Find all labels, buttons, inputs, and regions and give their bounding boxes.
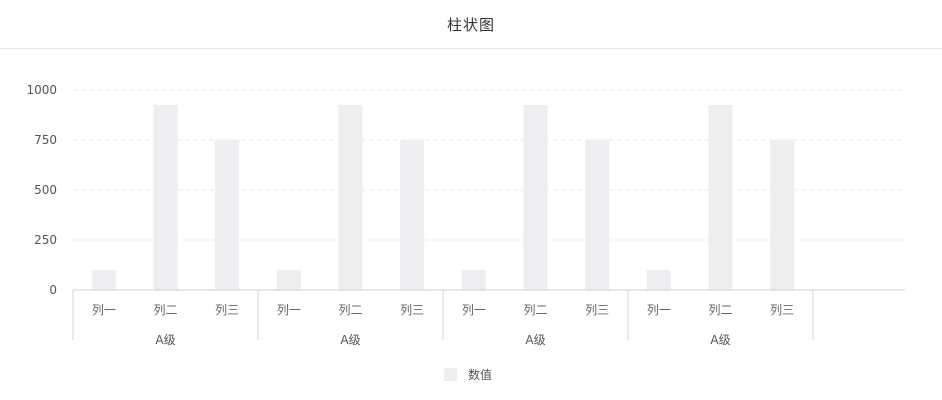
bar: [338, 105, 363, 290]
y-axis: 0 250 500 750 1000: [26, 83, 57, 297]
grid-lines: [73, 89, 905, 241]
legend-swatch: [444, 368, 457, 381]
y-tick-label: 750: [34, 133, 57, 147]
bar: [215, 140, 240, 290]
legend[interactable]: 数值: [444, 367, 492, 382]
bar: [461, 270, 486, 290]
bar: [400, 140, 425, 290]
x-group-label: A级: [525, 333, 545, 347]
x-category-label: 列二: [708, 303, 732, 317]
x-category-label: 列三: [770, 303, 794, 317]
x-category-label: 列一: [462, 303, 486, 317]
bar: [523, 105, 548, 290]
x-group-label: A级: [710, 333, 730, 347]
chart-title: 柱状图: [0, 0, 942, 49]
x-category-label: 列二: [153, 303, 177, 317]
bar: [646, 270, 671, 290]
x-category-label: 列三: [215, 303, 239, 317]
bar: [708, 105, 733, 290]
x-category-label: 列二: [523, 303, 547, 317]
bar: [276, 270, 301, 290]
legend-label: 数值: [468, 367, 492, 382]
x-category-label: 列一: [277, 303, 301, 317]
bars: [91, 105, 795, 290]
x-group-label: A级: [340, 333, 360, 347]
x-axis: 列一 列二 列三 A级 列一 列二 列三 A级 列一 列二 列三 A级 列一 列二 列三 A级: [72, 289, 905, 347]
bar: [585, 140, 610, 290]
x-category-label: 列三: [400, 303, 424, 317]
x-category-label: 列一: [92, 303, 116, 317]
x-category-label: 列一: [647, 303, 671, 317]
y-tick-label: 1000: [26, 83, 57, 97]
y-tick-label: 250: [34, 233, 57, 247]
x-category-label: 列三: [585, 303, 609, 317]
bar: [91, 270, 116, 290]
x-category-label: 列二: [338, 303, 362, 317]
y-tick-label: 500: [34, 183, 57, 197]
y-tick-label: 0: [49, 283, 57, 297]
bar: [770, 140, 795, 290]
bar: [153, 105, 178, 290]
x-group-label: A级: [155, 333, 175, 347]
